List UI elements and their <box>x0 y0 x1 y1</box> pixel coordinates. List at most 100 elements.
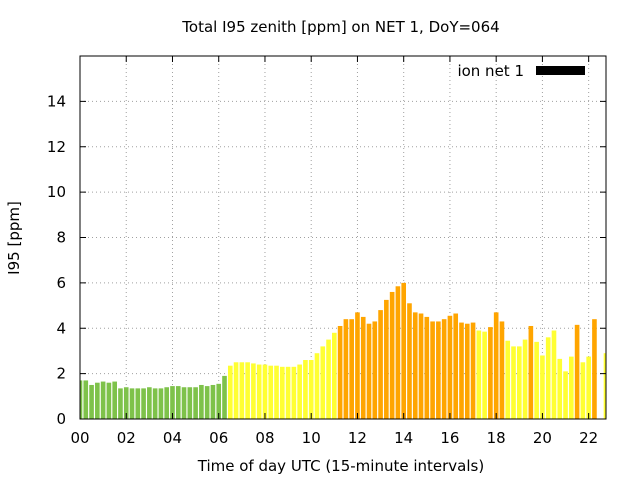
bar <box>123 387 129 419</box>
bar <box>407 303 412 419</box>
bar <box>332 332 337 419</box>
x-tick-label: 04 <box>163 429 182 447</box>
bar <box>268 365 274 419</box>
bar <box>256 364 262 419</box>
x-tick-label: 10 <box>302 429 321 447</box>
bar <box>389 291 395 419</box>
bar <box>401 282 407 419</box>
bar <box>569 356 574 419</box>
bar <box>522 339 528 419</box>
x-tick-label: 16 <box>440 429 459 447</box>
bar <box>129 388 135 419</box>
chart-title: Total I95 zenith [ppm] on NET 1, DoY=064 <box>181 18 499 36</box>
bar <box>349 319 354 419</box>
bar <box>545 337 551 419</box>
y-tick-label: 0 <box>56 410 66 428</box>
bar <box>603 353 606 419</box>
bar <box>476 330 482 419</box>
bar <box>135 388 141 419</box>
bar <box>563 371 568 419</box>
bar <box>453 313 459 419</box>
bar <box>100 381 106 419</box>
bar <box>106 382 112 419</box>
bar <box>534 341 539 419</box>
y-tick-label: 10 <box>47 183 66 201</box>
bar <box>418 313 424 419</box>
bar <box>89 384 94 419</box>
bar <box>297 364 302 419</box>
bar <box>360 316 366 419</box>
bar <box>181 387 187 419</box>
y-tick-label: 14 <box>47 92 66 110</box>
bar <box>251 363 256 419</box>
x-tick-label: 06 <box>209 429 228 447</box>
bar <box>170 386 175 419</box>
bar <box>516 346 522 419</box>
bar <box>592 319 597 419</box>
bar <box>274 365 279 419</box>
bar <box>464 323 470 419</box>
bar <box>291 366 297 419</box>
bar <box>204 386 210 419</box>
bar <box>499 321 505 419</box>
bar <box>262 364 268 419</box>
x-tick-label: 18 <box>487 429 506 447</box>
bar <box>158 388 164 419</box>
bar <box>320 346 326 419</box>
bar <box>557 358 563 419</box>
bar <box>216 383 222 419</box>
x-tick-label: 20 <box>533 429 552 447</box>
bar <box>447 315 453 419</box>
bar <box>540 355 545 419</box>
x-tick-label: 14 <box>394 429 413 447</box>
bar <box>308 360 314 419</box>
bar <box>511 346 516 419</box>
legend-swatch <box>536 66 585 75</box>
y-axis-label: I95 [ppm] <box>5 201 23 275</box>
bar <box>193 387 198 419</box>
bar <box>424 316 430 419</box>
bar <box>199 384 204 419</box>
bar <box>384 299 389 419</box>
grid-layer <box>80 56 606 419</box>
bar <box>210 384 216 419</box>
bar <box>175 386 181 419</box>
bar <box>441 319 447 419</box>
bar <box>482 331 487 419</box>
bar <box>488 327 493 419</box>
bar <box>412 312 418 419</box>
y-tick-label: 2 <box>56 365 66 383</box>
bar <box>83 380 89 419</box>
bar <box>395 286 401 419</box>
bar <box>551 330 557 419</box>
bar <box>343 319 349 419</box>
bar <box>279 366 285 419</box>
x-tick-label: 02 <box>117 429 136 447</box>
bar <box>239 362 245 419</box>
bar <box>164 387 170 419</box>
bar <box>326 339 331 419</box>
bar <box>505 340 511 419</box>
bar <box>95 382 100 419</box>
bar <box>222 375 227 419</box>
bar <box>337 325 343 419</box>
bar <box>152 388 158 419</box>
x-tick-label: 00 <box>70 429 89 447</box>
legend: ion net 1 <box>457 62 585 80</box>
bar <box>580 362 586 419</box>
x-tick-label: 22 <box>579 429 598 447</box>
bar <box>355 312 360 419</box>
bar <box>378 310 383 419</box>
bar <box>187 387 193 419</box>
bar <box>366 323 372 419</box>
bars-layer <box>80 282 606 419</box>
bar <box>470 322 476 419</box>
y-tick-label: 8 <box>56 229 66 247</box>
bar <box>233 362 239 419</box>
bar <box>303 360 308 419</box>
bar <box>112 381 117 419</box>
bar <box>586 356 591 419</box>
